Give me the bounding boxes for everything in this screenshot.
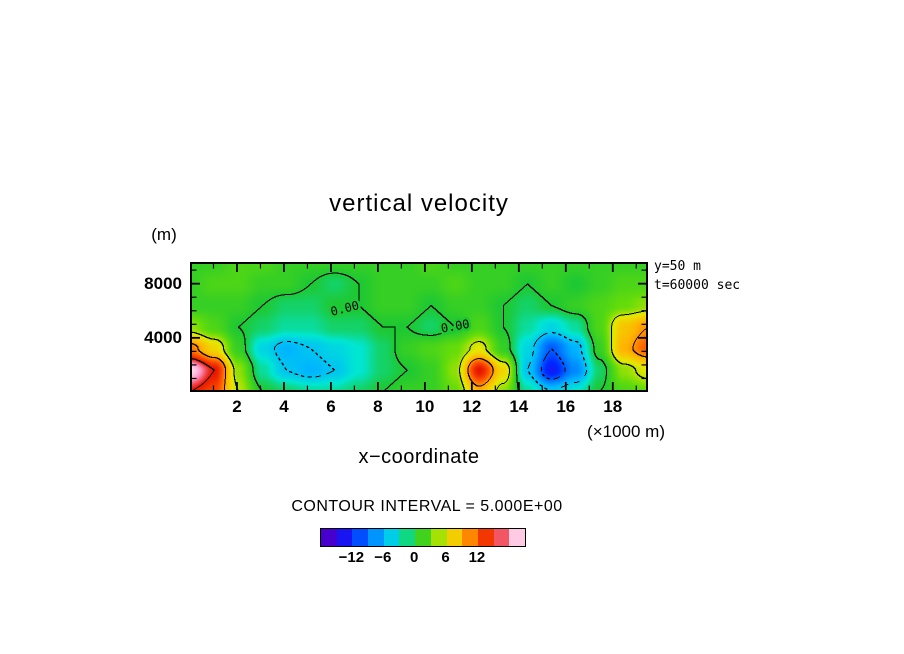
axis-frame [190,262,648,392]
contour-interval-label: CONTOUR INTERVAL = 5.000E+00 [291,498,563,515]
x-tick-label-14: 14 [509,397,529,416]
annotation-time: t=60000 sec [654,278,741,293]
colorbar-cell-9 [462,529,478,546]
annotation-block: y=50 m t=60000 sec [654,257,740,295]
colorbar-cell-1 [336,529,353,546]
colorbar-cell-2 [352,529,369,546]
plot-border [190,262,648,392]
annotation-y-level: y=50 m [654,259,701,274]
colorbar-tick-label-0: 0 [409,549,419,566]
x-tick-label-16: 16 [556,397,576,416]
colorbar-cell-11 [493,529,510,546]
x-tick-label-8: 8 [373,397,383,416]
colorbar-cell-0 [321,529,337,546]
x-tick-label-10: 10 [415,397,435,416]
x-axis-title: x−coordinate [358,446,480,468]
chart-title: vertical velocity [329,190,509,217]
colorbar-cell-8 [446,529,463,546]
x-tick-label-2: 2 [232,397,242,416]
colorbar-cell-6 [415,529,431,546]
x-tick-label-18: 18 [603,397,623,416]
colorbar-cell-5 [399,529,416,546]
x-tick-label-6: 6 [326,397,336,416]
y-tick-label-8000: 8000 [144,273,182,293]
colorbar-cell-10 [477,529,494,546]
colorbar-cell-4 [383,529,400,546]
contour-field-canvas [190,262,648,392]
y-axis-unit-label: (m) [151,225,177,244]
x-tick-label-12: 12 [462,397,482,416]
colorbar-tick-label-6: 6 [441,549,450,566]
x-axis-unit-label: (×1000 m) [587,422,665,441]
colorbar-cell-7 [430,529,447,546]
colorbar-tick-label--12: −12 [338,549,365,566]
colorbar-cell-3 [368,529,384,546]
colorbar-cell-12 [509,529,525,546]
y-tick-label-4000: 4000 [144,327,182,347]
plot-area [190,262,648,392]
x-tick-label-4: 4 [279,397,289,416]
colorbar-tick-label--6: −6 [374,549,392,566]
colorbar-tick-label-12: 12 [468,549,486,566]
colorbar [320,528,526,547]
